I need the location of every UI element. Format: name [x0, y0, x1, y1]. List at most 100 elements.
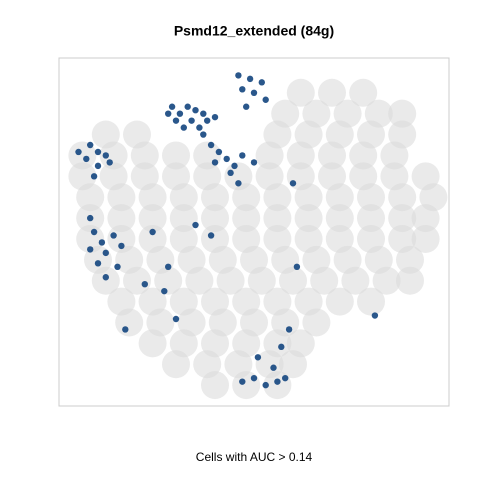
highlighted-cell — [83, 155, 90, 163]
background-cell — [247, 266, 276, 295]
highlighted-cell — [211, 159, 219, 166]
background-cell — [162, 141, 190, 170]
highlighted-cell — [250, 89, 258, 97]
highlighted-cell — [192, 107, 199, 114]
background-cell — [138, 204, 167, 233]
background-cell — [396, 266, 424, 295]
background-cell — [154, 266, 183, 295]
highlighted-cell — [246, 75, 254, 83]
background-cell — [349, 141, 378, 170]
highlighted-cell — [235, 72, 242, 79]
highlighted-cell — [254, 354, 262, 361]
highlighted-cell — [223, 155, 230, 163]
highlighted-cell — [87, 214, 94, 222]
highlighted-cell — [102, 249, 110, 257]
background-cell — [115, 308, 144, 337]
background-cell — [294, 183, 323, 212]
highlighted-cell — [211, 113, 219, 121]
background-cell — [138, 329, 167, 358]
highlighted-cell — [122, 326, 129, 333]
highlighted-cell — [94, 162, 102, 170]
highlighted-cell — [75, 148, 82, 156]
background-cell — [325, 204, 354, 233]
highlighted-cell — [192, 221, 199, 229]
background-cell — [162, 350, 190, 379]
highlighted-cell — [215, 148, 223, 156]
background-cell — [68, 141, 97, 170]
highlighted-cell — [262, 96, 269, 103]
highlighted-cell — [188, 117, 195, 124]
background-cell — [325, 287, 354, 316]
background-cell — [279, 350, 307, 379]
background-cell — [185, 266, 214, 295]
highlighted-cell — [262, 381, 269, 389]
background-cell — [263, 183, 292, 212]
background-cell — [380, 141, 409, 170]
highlighted-cell — [98, 239, 106, 246]
highlighted-cell — [371, 312, 379, 319]
background-cell — [201, 204, 229, 233]
background-cell — [357, 287, 385, 316]
background-cell — [286, 141, 315, 170]
highlighted-cell — [110, 232, 117, 239]
background-cell — [357, 183, 385, 212]
highlighted-cell — [94, 148, 102, 156]
highlighted-cell — [239, 378, 246, 385]
background-cell — [216, 266, 245, 295]
highlighted-cell — [293, 263, 301, 270]
background-cell — [232, 183, 261, 212]
background-cell — [279, 266, 307, 295]
highlighted-cell — [114, 263, 121, 270]
background-cell — [341, 266, 370, 295]
background-cell — [411, 204, 440, 233]
background-cell — [318, 78, 346, 107]
background-cell — [349, 78, 378, 107]
highlighted-cell — [235, 180, 242, 187]
highlighted-cell — [204, 117, 211, 124]
highlighted-cell — [285, 326, 293, 333]
highlighted-cell — [106, 159, 113, 166]
highlighted-cell — [227, 169, 234, 177]
highlighted-cell — [176, 110, 184, 117]
highlighted-cell — [90, 173, 98, 180]
highlighted-cell — [165, 110, 172, 117]
highlighted-cell — [180, 124, 187, 131]
background-cell — [372, 266, 401, 295]
highlighted-cell — [282, 374, 289, 382]
background-cell — [130, 141, 159, 170]
background-cell — [325, 183, 354, 212]
highlighted-cell — [274, 378, 281, 385]
background-cell — [294, 204, 323, 233]
highlighted-cell — [278, 343, 285, 351]
background-cell — [232, 204, 261, 233]
background-cell — [169, 204, 198, 233]
background-cell — [107, 183, 136, 212]
highlighted-cell — [231, 162, 238, 170]
highlighted-cell — [250, 159, 258, 166]
plot-frame — [58, 57, 450, 407]
highlighted-cell — [239, 152, 246, 159]
highlighted-cell — [102, 274, 110, 281]
highlighted-cell — [258, 79, 265, 86]
highlighted-cell — [168, 103, 176, 110]
highlighted-cell — [200, 131, 207, 138]
highlighted-cell — [172, 117, 180, 124]
background-cell — [411, 224, 440, 253]
highlighted-cell — [165, 263, 172, 270]
highlighted-cell — [118, 242, 125, 250]
chart-title: Psmd12_extended (84g) — [174, 23, 334, 39]
background-cell — [138, 183, 167, 212]
highlighted-cell — [243, 103, 250, 110]
background-cell — [201, 371, 229, 400]
highlighted-cell — [239, 86, 246, 93]
background-cell — [318, 141, 346, 170]
background-cell — [388, 204, 417, 233]
background-cell — [263, 204, 292, 233]
highlighted-cell — [87, 141, 94, 149]
background-cell — [91, 266, 120, 295]
background-cell — [123, 266, 151, 295]
x-axis-label: Cells with AUC > 0.14 — [196, 450, 313, 464]
highlighted-cell — [200, 110, 207, 117]
background-cell — [357, 204, 385, 233]
